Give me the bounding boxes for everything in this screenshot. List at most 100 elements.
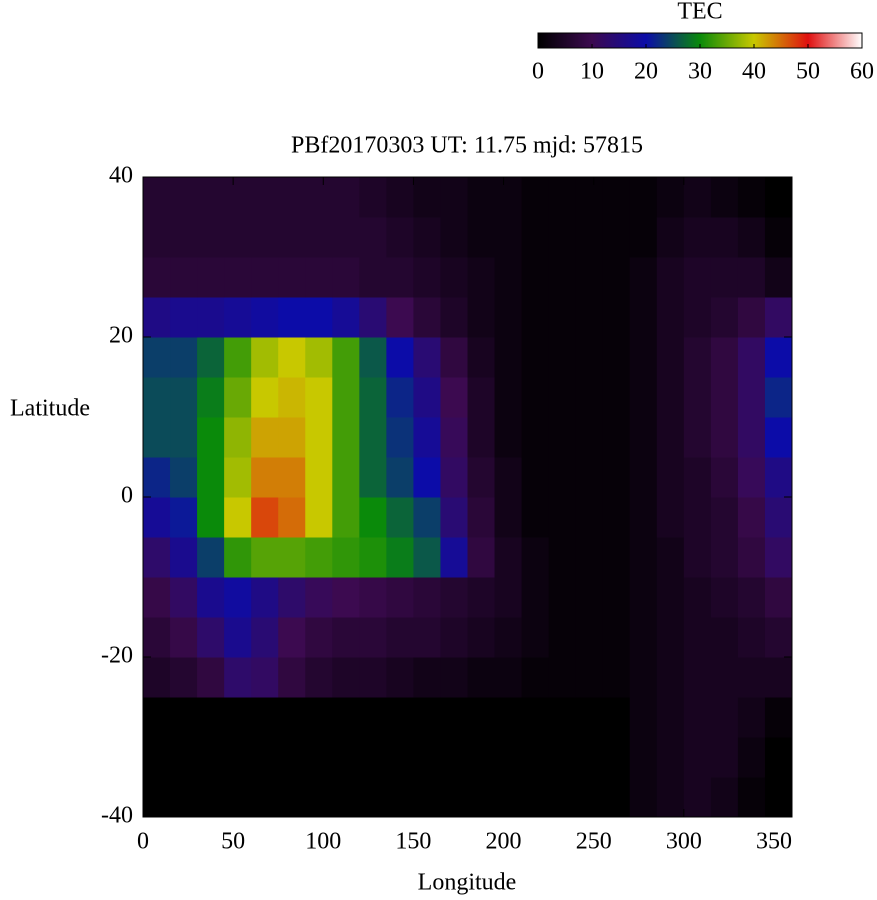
heat-cell xyxy=(548,297,577,338)
x-tick-label: 100 xyxy=(305,829,341,855)
heat-cell xyxy=(629,297,658,338)
heat-cell xyxy=(143,777,171,818)
y-axis-label: Latitude xyxy=(10,396,90,422)
heat-cell xyxy=(278,657,306,698)
heat-cell xyxy=(764,657,793,698)
heat-cell xyxy=(602,177,631,218)
heat-cell xyxy=(656,417,685,458)
colorbar-tick-label: 60 xyxy=(850,59,874,85)
heat-cell xyxy=(656,217,685,258)
heat-cell xyxy=(737,777,766,818)
heat-cell xyxy=(251,697,279,738)
heat-cell xyxy=(170,617,198,658)
heat-cell xyxy=(332,657,360,698)
heat-cell xyxy=(170,697,198,738)
heat-cell xyxy=(521,617,550,658)
heat-cell xyxy=(143,297,171,338)
heat-cell xyxy=(359,497,387,538)
heat-cell xyxy=(494,497,523,538)
heat-cell xyxy=(683,537,712,578)
heat-cell xyxy=(332,777,360,818)
heat-cell xyxy=(494,257,523,298)
heat-cell xyxy=(521,377,550,418)
heat-cell xyxy=(548,457,577,498)
heat-cell xyxy=(629,777,658,818)
heat-cell xyxy=(413,697,441,738)
heat-cell xyxy=(494,337,523,378)
heat-cell xyxy=(467,417,496,458)
heat-cell xyxy=(386,537,414,578)
heat-cell xyxy=(170,257,198,298)
heat-cell xyxy=(683,497,712,538)
heat-cell xyxy=(494,577,523,618)
heat-cell xyxy=(575,177,604,218)
heat-cell xyxy=(602,297,631,338)
heat-cell xyxy=(467,497,496,538)
heat-cell xyxy=(413,497,441,538)
heat-cell xyxy=(575,497,604,538)
heat-cell xyxy=(305,417,333,458)
heat-cell xyxy=(440,257,468,298)
heat-cell xyxy=(143,537,171,578)
heat-cell xyxy=(737,297,766,338)
heat-cell xyxy=(575,617,604,658)
colorbar-tick-label: 30 xyxy=(688,59,712,85)
heat-cell xyxy=(305,337,333,378)
heat-cell xyxy=(602,457,631,498)
heat-cell xyxy=(332,697,360,738)
heat-cell xyxy=(548,257,577,298)
heat-cell xyxy=(440,337,468,378)
heat-cell xyxy=(386,297,414,338)
heat-cell xyxy=(251,297,279,338)
heat-cell xyxy=(440,617,468,658)
heat-cell xyxy=(710,257,739,298)
heat-cell xyxy=(278,297,306,338)
heat-cell xyxy=(602,617,631,658)
heat-cell xyxy=(170,537,198,578)
heat-cell xyxy=(143,457,171,498)
heat-cell xyxy=(521,577,550,618)
heat-cell xyxy=(224,497,252,538)
heat-cell xyxy=(386,177,414,218)
heat-cell xyxy=(710,497,739,538)
heat-cell xyxy=(764,697,793,738)
heat-cell xyxy=(710,777,739,818)
heat-cell xyxy=(683,297,712,338)
heat-cell xyxy=(197,217,225,258)
heat-cell xyxy=(494,737,523,778)
heat-cell xyxy=(197,657,225,698)
heat-cell xyxy=(413,577,441,618)
y-tick-label: 20 xyxy=(109,323,133,349)
heat-cell xyxy=(251,657,279,698)
heat-cell xyxy=(305,377,333,418)
heat-cell xyxy=(305,657,333,698)
heat-cell xyxy=(197,737,225,778)
heat-cell xyxy=(467,177,496,218)
heat-cell xyxy=(710,617,739,658)
heat-cell xyxy=(143,497,171,538)
x-tick-label: 0 xyxy=(137,829,149,855)
heat-cell xyxy=(251,537,279,578)
heat-cell xyxy=(332,417,360,458)
heat-cell xyxy=(494,417,523,458)
heat-cell xyxy=(602,537,631,578)
y-tick-label: -20 xyxy=(101,643,133,669)
heat-cell xyxy=(737,617,766,658)
heat-cell xyxy=(467,617,496,658)
heat-cell xyxy=(224,617,252,658)
heat-cell xyxy=(764,737,793,778)
heat-cell xyxy=(278,617,306,658)
heat-cell xyxy=(602,697,631,738)
heat-cell xyxy=(359,377,387,418)
heat-cell xyxy=(386,737,414,778)
heat-cell xyxy=(224,417,252,458)
heat-cell xyxy=(683,777,712,818)
heat-cell xyxy=(224,737,252,778)
heat-cell xyxy=(413,337,441,378)
heat-cell xyxy=(224,297,252,338)
colorbar-tick-label: 50 xyxy=(796,59,820,85)
heat-cell xyxy=(575,457,604,498)
heat-cell xyxy=(683,337,712,378)
heat-cell xyxy=(575,697,604,738)
